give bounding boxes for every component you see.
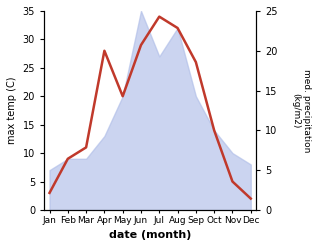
X-axis label: date (month): date (month) bbox=[109, 230, 191, 240]
Y-axis label: med. precipitation
(kg/m2): med. precipitation (kg/m2) bbox=[292, 69, 311, 152]
Y-axis label: max temp (C): max temp (C) bbox=[7, 77, 17, 144]
